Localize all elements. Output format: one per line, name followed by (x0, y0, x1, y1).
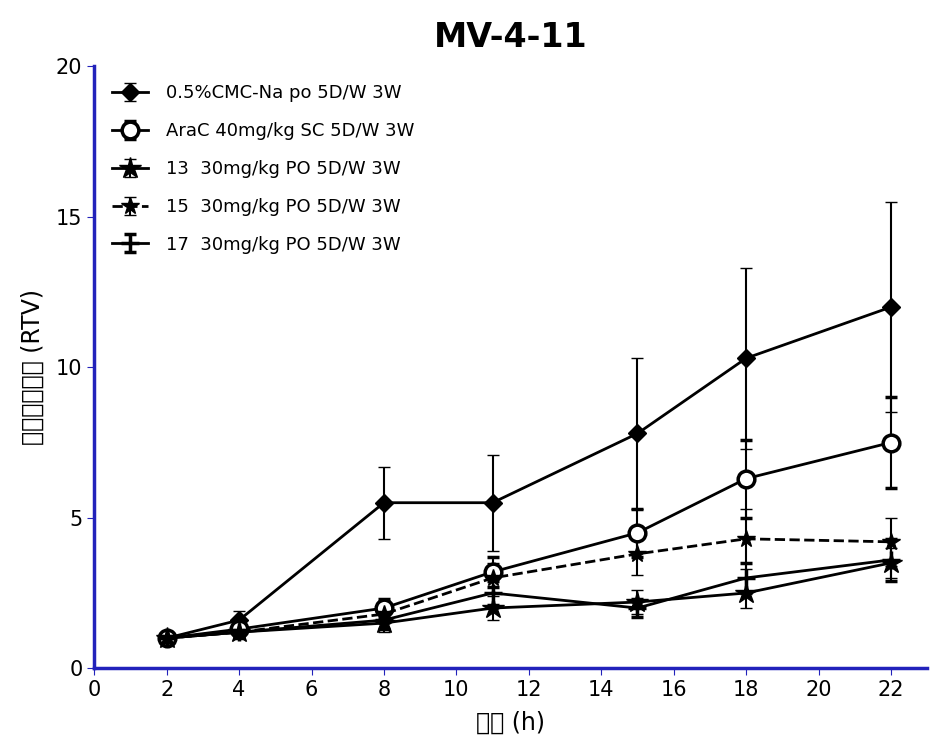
Legend: 0.5%CMC-Na po 5D/W 3W, AraC 40mg/kg SC 5D/W 3W, 13  30mg/kg PO 5D/W 3W, 15  30mg: 0.5%CMC-Na po 5D/W 3W, AraC 40mg/kg SC 5… (103, 76, 424, 263)
Y-axis label: 相对肿瘤体积 (RTV): 相对肿瘤体积 (RTV) (21, 290, 45, 445)
Title: MV-4-11: MV-4-11 (434, 21, 588, 54)
X-axis label: 时间 (h): 时间 (h) (476, 711, 545, 735)
